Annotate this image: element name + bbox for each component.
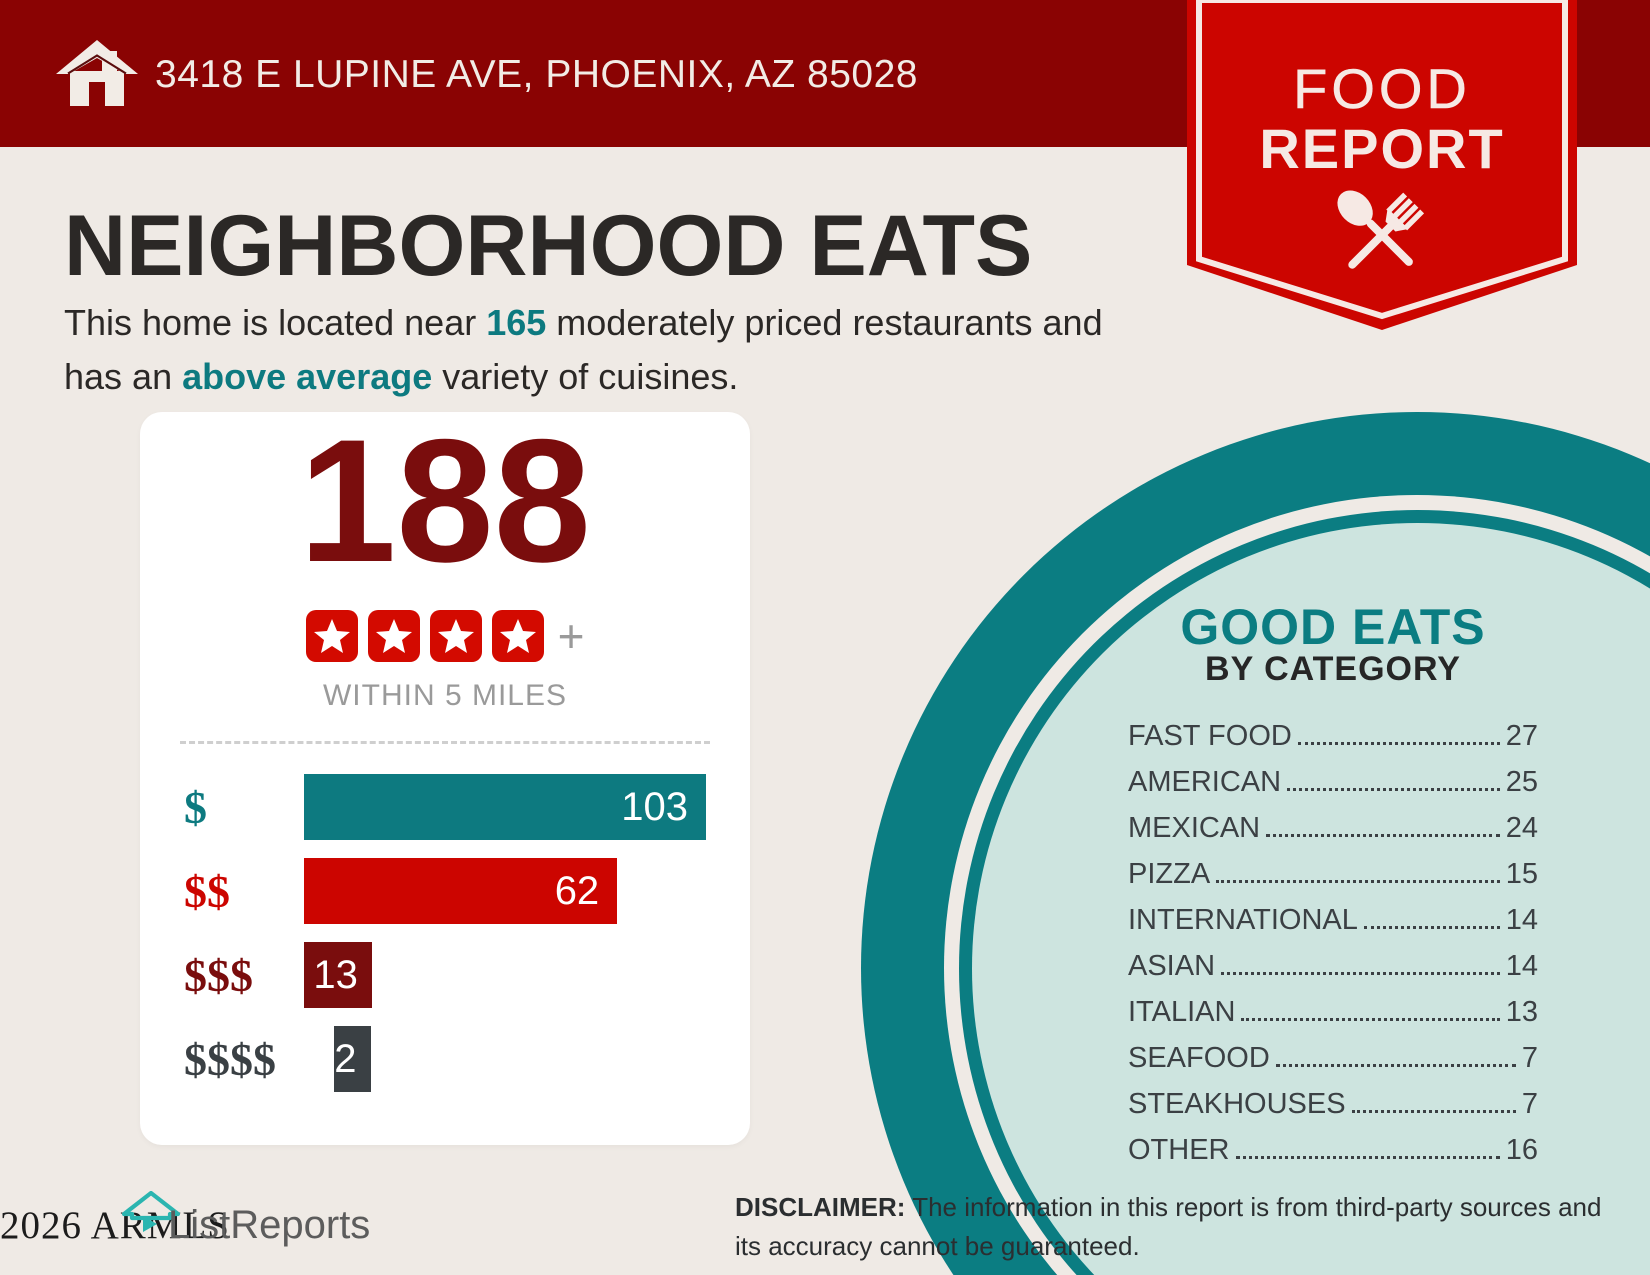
svg-text:FOOD: FOOD [1293, 57, 1471, 120]
svg-text:REPORT: REPORT [1259, 117, 1504, 180]
